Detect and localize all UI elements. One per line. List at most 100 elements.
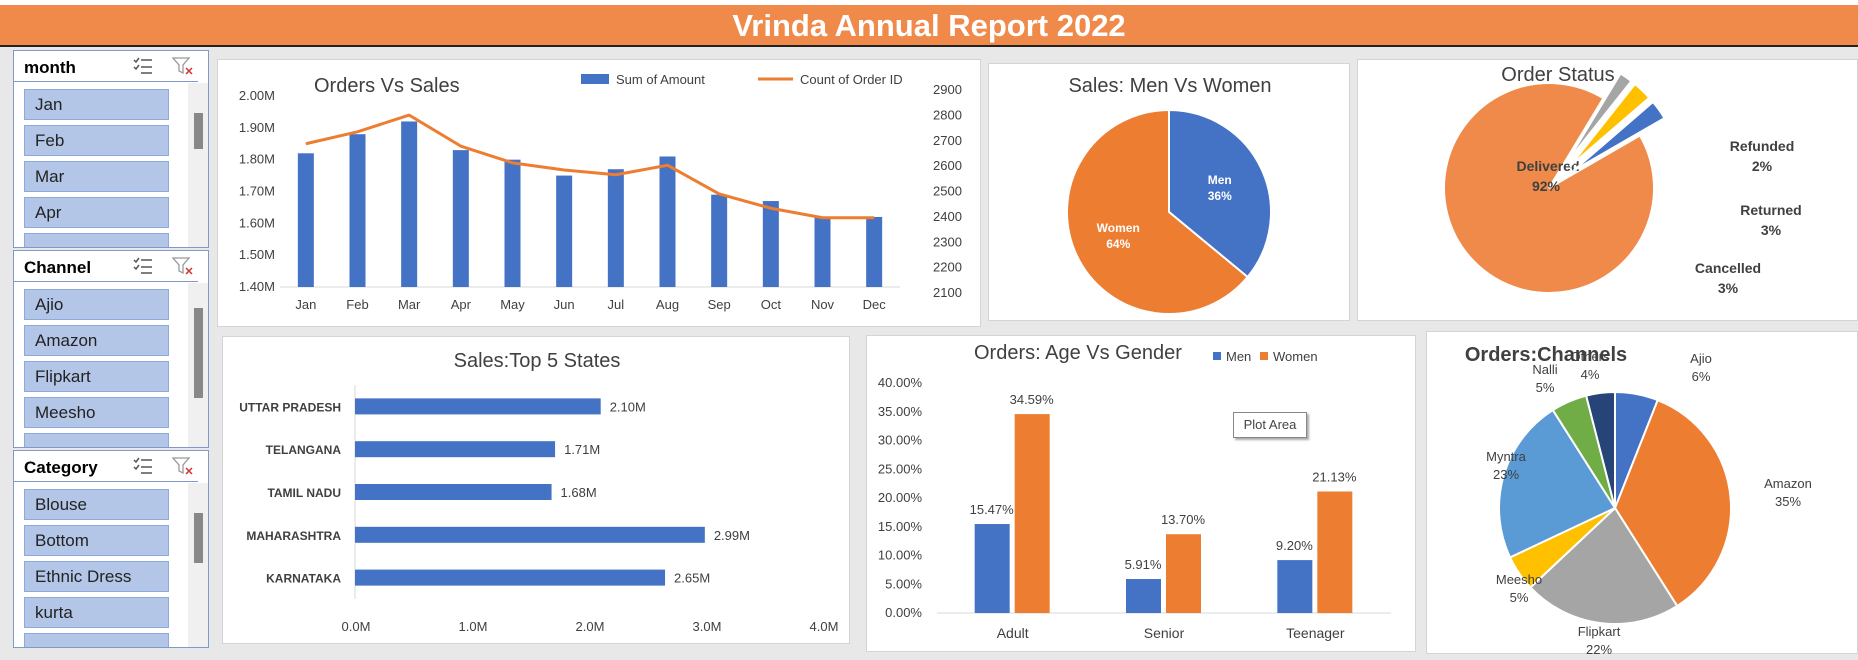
order-status-svg: Order Status Delivered 92% Refunded 2% Return… — [1443, 64, 1802, 296]
slicer-channel[interactable]: Channel Ajio Amazon Flipkart Meesho — [13, 250, 209, 448]
pie-data-label: Refunded — [1730, 138, 1795, 154]
x-tick-label: Senior — [1144, 625, 1185, 641]
bar-sum-of-amount — [401, 121, 418, 287]
pie-data-label: Myntra — [1486, 449, 1527, 464]
x-tick-label: Jul — [608, 297, 625, 312]
state-label: TAMIL NADU — [267, 486, 341, 500]
slicer-item[interactable]: Bottom — [24, 525, 169, 556]
x-tick-label: 3.0M — [693, 619, 722, 634]
state-label: UTTAR PRADESH — [239, 400, 341, 414]
age-gender-svg: Orders: Age Vs Gender Men Women 40.00% 35.00… — [878, 342, 1391, 641]
pie-data-label: 6% — [1692, 369, 1711, 384]
y-tick-label: 15.00% — [878, 519, 923, 534]
bar-data-label: 1.68M — [561, 485, 597, 500]
x-tick-label: 0.0M — [342, 619, 371, 634]
slicer-header: Category — [14, 451, 198, 482]
state-label: KARNATAKA — [266, 572, 341, 586]
pie-data-label: 2% — [1752, 158, 1773, 174]
multi-select-icon[interactable] — [132, 56, 154, 76]
state-bar — [355, 484, 552, 500]
bar-women — [1166, 534, 1201, 613]
y-tick-label: 5.00% — [885, 576, 922, 591]
x-tick-label: Mar — [398, 297, 421, 312]
scrollbar-thumb[interactable] — [194, 308, 203, 398]
slicer-month[interactable]: month Jan Feb Mar Apr — [13, 50, 209, 248]
slicer-item[interactable]: Apr — [24, 197, 169, 228]
pie-data-label: 3% — [1718, 280, 1739, 296]
slicer-item[interactable]: kurta — [24, 597, 169, 628]
multi-select-icon[interactable] — [132, 456, 154, 476]
clear-filter-icon[interactable] — [172, 56, 194, 76]
slicer-item-partial[interactable] — [24, 433, 169, 447]
y-tick-label: 0.00% — [885, 605, 922, 620]
clear-filter-icon[interactable] — [172, 456, 194, 476]
y-right-tick: 2300 — [933, 234, 962, 249]
slicer-item[interactable]: Jan — [24, 89, 169, 120]
pie-data-label: 5% — [1510, 590, 1529, 605]
slicer-title: Channel — [24, 258, 92, 277]
y-right-tick: 2500 — [933, 184, 962, 199]
slicer-item[interactable]: Meesho — [24, 397, 169, 428]
y-left-tick: 2.00M — [239, 88, 275, 103]
slicer-item[interactable]: Blouse — [24, 489, 169, 520]
pie-data-label: Flipkart — [1578, 624, 1621, 639]
bar-data-label: 1.71M — [564, 442, 600, 457]
y-right-tick: 2700 — [933, 133, 962, 148]
slicer-item-partial[interactable] — [24, 233, 169, 247]
x-tick-label: 4.0M — [810, 619, 839, 634]
chart-channels[interactable]: Orders:Channels Ajio 6% Amazon 35% Flipkart 22… — [1426, 331, 1858, 657]
bar-women — [1317, 491, 1353, 613]
scrollbar-thumb[interactable] — [194, 113, 203, 149]
chart-title: Orders:Channels — [1465, 344, 1627, 366]
slicer-item[interactable]: Flipkart — [24, 361, 169, 392]
scrollbar-thumb[interactable] — [194, 513, 203, 563]
clear-filter-icon[interactable] — [172, 256, 194, 276]
legend-swatch — [1260, 352, 1268, 360]
slicer-item[interactable]: Ethnic Dress — [24, 561, 169, 592]
bar-sum-of-amount — [297, 153, 314, 287]
legend-label: Women — [1273, 349, 1318, 364]
x-tick-label: Adult — [997, 625, 1029, 641]
slicer-item[interactable]: Mar — [24, 161, 169, 192]
pie-data-label: 4% — [1581, 367, 1600, 382]
bar-data-label: 13.70% — [1161, 512, 1206, 527]
state-label: TELANGANA — [266, 443, 342, 457]
y-left-tick: 1.90M — [239, 120, 275, 135]
chart-orders-vs-sales[interactable]: Orders Vs Sales Sum of Amount Count of Ord… — [217, 59, 981, 327]
bar-data-label: 2.99M — [714, 528, 750, 543]
pie-data-label: Amazon — [1764, 476, 1812, 491]
chart-age-gender[interactable]: Orders: Age Vs Gender Men Women 40.00% 35.00… — [866, 335, 1416, 652]
pie-slice — [1584, 390, 1616, 509]
pie-data-label: Meesho — [1496, 572, 1542, 587]
state-bar — [355, 398, 601, 415]
chart-top-states[interactable]: Sales:Top 5 States UTTAR PRADESH 2.10M TELA… — [222, 336, 850, 644]
slicer-scrollbar[interactable] — [188, 483, 208, 647]
state-bar — [355, 441, 556, 458]
chart-title: Orders: Age Vs Gender — [974, 342, 1182, 364]
slicer-scrollbar[interactable] — [188, 283, 208, 447]
y-right-tick: 2900 — [933, 82, 962, 97]
chart-sales-men-women[interactable]: Sales: Men Vs Women Men 36% Women 64% — [988, 63, 1350, 321]
y-right-tick: 2400 — [933, 209, 962, 224]
bar-sum-of-amount — [762, 201, 779, 287]
line-count-of-order-id — [305, 113, 875, 220]
pie-slice — [1443, 82, 1655, 294]
slicer-category[interactable]: Category Blouse Bottom Ethnic Dress kurt… — [13, 450, 209, 648]
x-tick-label: Jun — [554, 297, 575, 312]
multi-select-icon[interactable] — [132, 256, 154, 276]
slicer-scrollbar[interactable] — [188, 83, 208, 247]
pie-data-label: 3% — [1761, 222, 1782, 238]
pie-slice — [1168, 108, 1272, 279]
slicer-item-partial[interactable] — [24, 633, 169, 647]
y-tick-label: 10.00% — [878, 548, 923, 563]
slicer-item[interactable]: Feb — [24, 125, 169, 156]
bar-sum-of-amount — [556, 175, 573, 287]
pie-slice — [1568, 82, 1651, 168]
chart-order-status[interactable]: Order Status Delivered 92% Refunded 2% Return… — [1357, 59, 1858, 321]
y-right-tick: 2100 — [933, 285, 962, 300]
slicer-item[interactable]: Amazon — [24, 325, 169, 356]
pie-data-label: Cancelled — [1695, 260, 1761, 276]
x-tick-label: Teenager — [1286, 625, 1345, 641]
chart-title: Sales: Men Vs Women — [1068, 75, 1271, 97]
slicer-item[interactable]: Ajio — [24, 289, 169, 320]
